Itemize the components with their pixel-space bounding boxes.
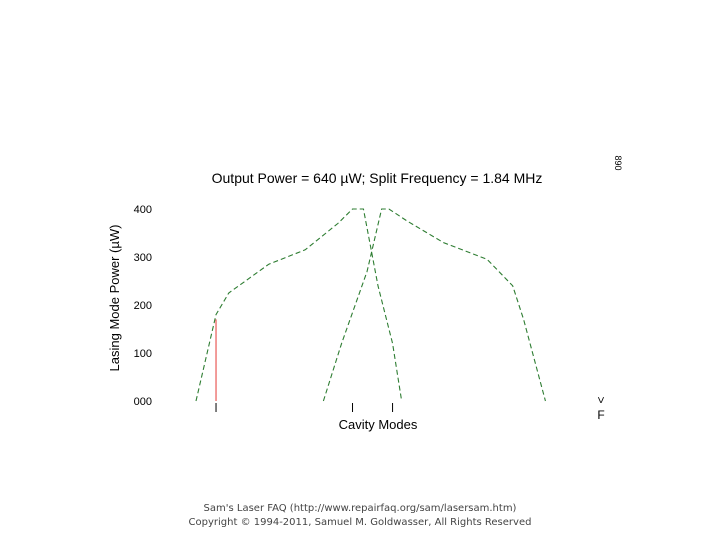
corner-label: 890 [613,155,623,170]
y-tick-label: 400 [134,204,152,216]
x-axis-label: Cavity Modes [339,417,418,432]
footer-line-2: Copyright © 1994-2011, Samuel M. Goldwas… [188,517,532,528]
y-axis-label: Lasing Mode Power (µW) [107,225,122,372]
y-tick-label: 000 [134,396,152,408]
x-tick-marks [215,403,394,412]
y-tick-labels: 000 100 200 300 400 [134,204,152,408]
y-tick-label: 300 [134,252,152,264]
footer-line-1: Sam's Laser FAQ (http://www.repairfaq.or… [203,503,517,514]
vf-label-top: > [594,396,608,403]
series-line-1 [195,208,403,402]
y-tick-label: 200 [134,300,152,312]
chart-title: Output Power = 640 µW; Split Frequency =… [212,170,543,186]
vf-label-bottom: F [597,408,604,422]
plot-area [195,208,546,402]
series-line-2 [322,208,546,402]
y-tick-label: 100 [134,348,152,360]
